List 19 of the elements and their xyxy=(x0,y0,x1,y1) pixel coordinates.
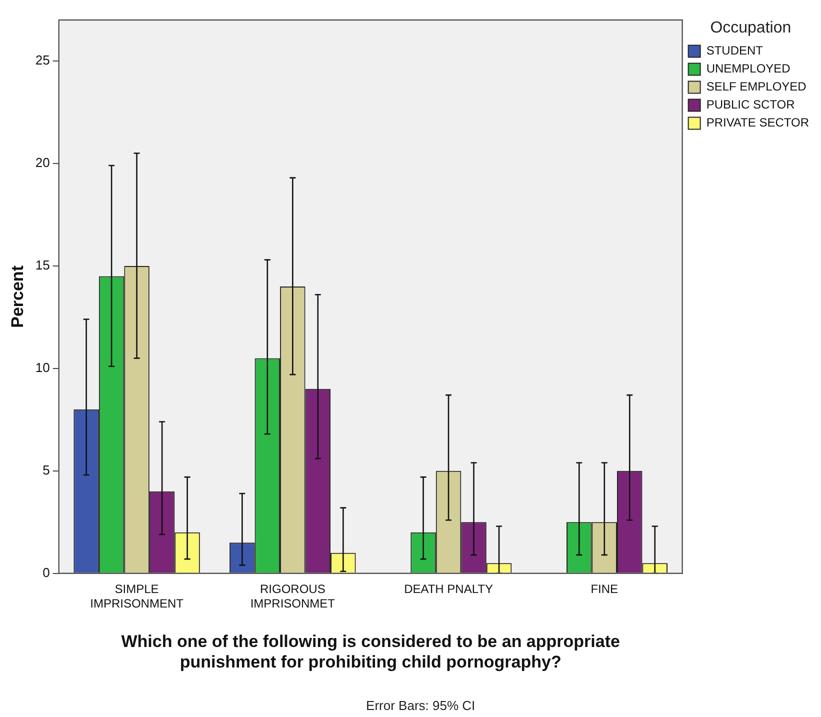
y-tick-label: 15 xyxy=(35,258,50,273)
y-tick-label: 0 xyxy=(42,564,50,580)
y-tick-label: 20 xyxy=(35,155,50,170)
legend-label: SELF EMPLOYED xyxy=(706,80,807,94)
y-axis-title: Percent xyxy=(8,265,27,328)
legend-label: UNEMPLOYED xyxy=(706,62,791,76)
legend-label: PUBLIC SCTOR xyxy=(706,98,796,112)
x-tick-label: DEATH PNALTY xyxy=(404,582,493,596)
x-tick-label: RIGOROUS IMPRISONMET xyxy=(250,582,336,610)
legend-label: STUDENT xyxy=(706,44,764,58)
x-tick-label: FINE xyxy=(590,582,618,596)
legend-label: PRIVATE SECTOR xyxy=(706,116,810,130)
text: Error Bars: 95% CI xyxy=(366,698,476,714)
x-axis-title: Which one of the following is considered to be an appropriate punishment for prohibiting child pornography? xyxy=(121,632,620,672)
y-tick-label: 25 xyxy=(35,52,50,68)
y-tick-label: 10 xyxy=(35,360,50,376)
y-tick-label: 5 xyxy=(42,462,50,478)
legend-title: Occupation xyxy=(710,19,792,36)
x-tick-label: SIMPLE IMPRISONMENT xyxy=(90,582,184,610)
